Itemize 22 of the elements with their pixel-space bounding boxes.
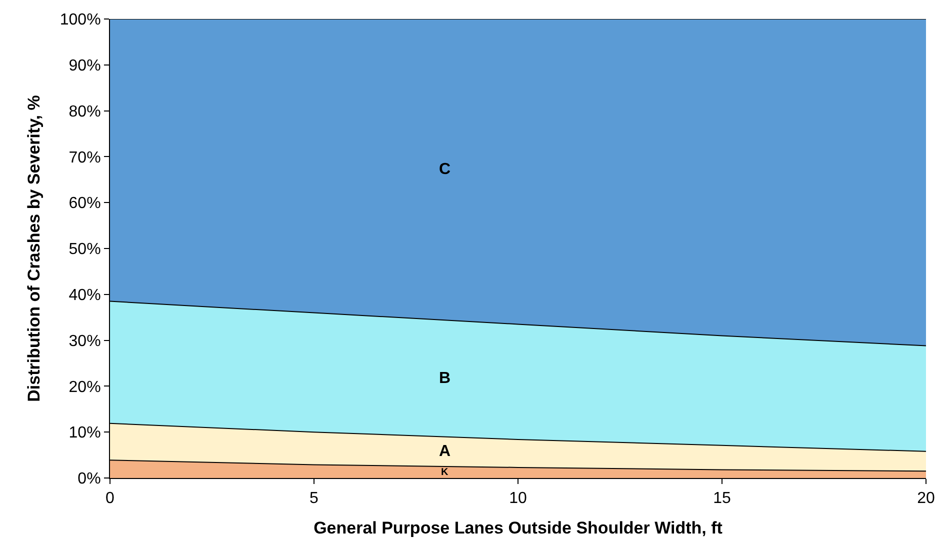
series-label: K [441, 467, 449, 478]
y-tick-label: 50% [68, 241, 101, 258]
y-tick-label: 100% [60, 12, 101, 29]
y-tick-label: 60% [68, 195, 101, 212]
y-tick-label: 70% [68, 149, 101, 166]
y-tick-label: 0% [78, 470, 101, 488]
x-tick-label: 20 [917, 490, 935, 508]
y-tick-label: 20% [68, 378, 101, 396]
series-label: C [439, 161, 451, 178]
x-tick-label: 15 [713, 490, 731, 508]
x-tick-label: 5 [310, 490, 319, 508]
y-tick-label: 40% [68, 287, 101, 304]
series-label: A [439, 443, 451, 460]
y-tick-label: 30% [68, 332, 101, 350]
x-tick-label: 0 [106, 490, 115, 508]
y-tick-label: 90% [68, 58, 101, 74]
x-axis-title: General Purpose Lanes Outside Shoulder Width, ft [314, 518, 723, 538]
y-axis-title: Distribution of Crashes by Severity, % [24, 95, 44, 402]
x-tick-label: 10 [509, 490, 527, 508]
series-label: B [439, 370, 451, 387]
y-tick-label: 80% [68, 103, 101, 120]
y-tick-label: 10% [68, 424, 101, 442]
